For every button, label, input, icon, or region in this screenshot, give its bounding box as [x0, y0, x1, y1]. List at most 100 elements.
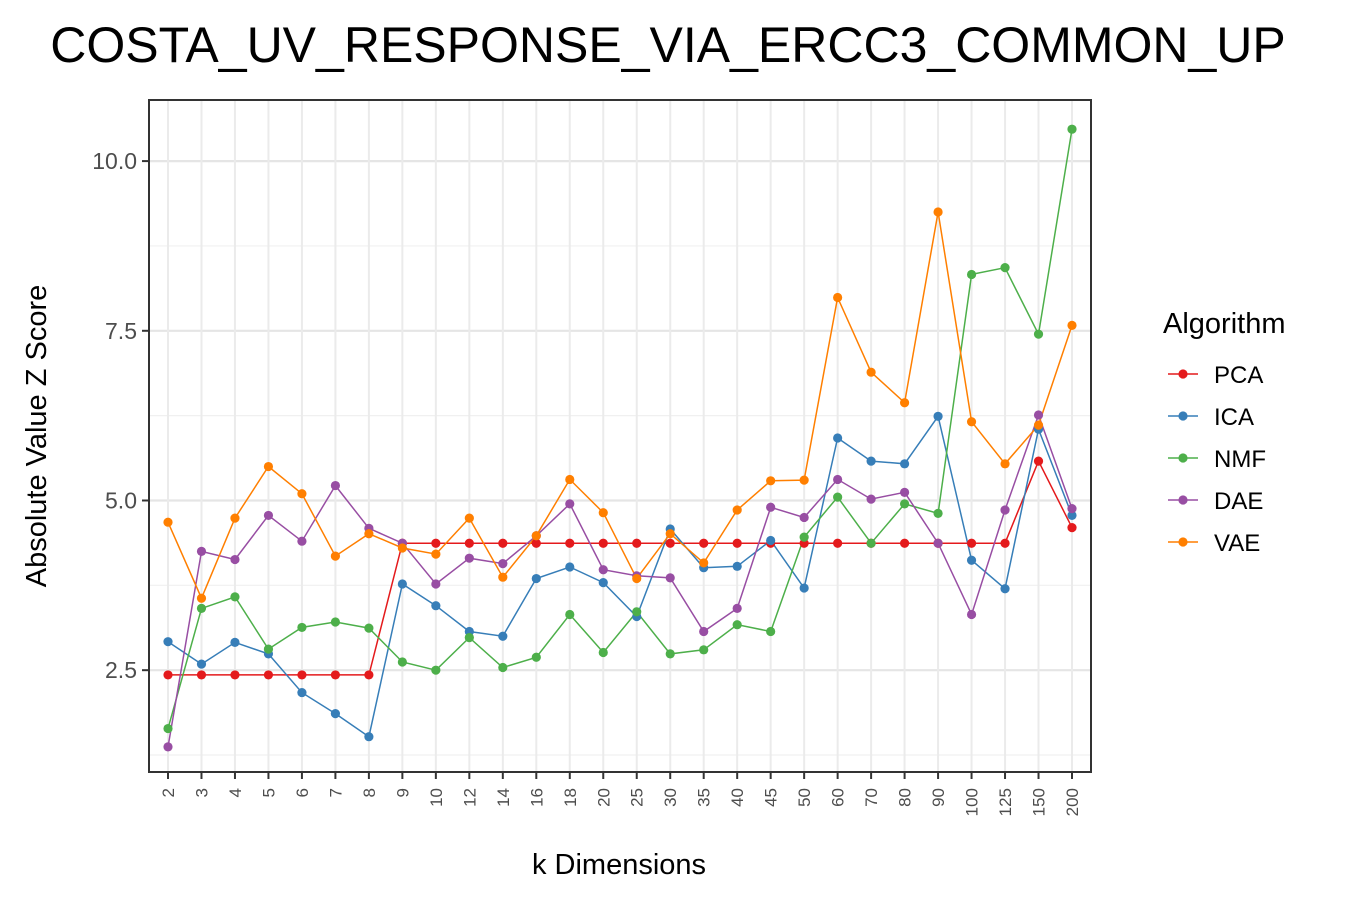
- legend-label: DAE: [1214, 488, 1263, 515]
- data-point-dae: [665, 573, 675, 583]
- data-point-vae: [531, 531, 541, 541]
- x-tick-label: 2: [159, 788, 178, 797]
- data-point-pca: [899, 538, 910, 548]
- data-point-nmf: [431, 665, 441, 675]
- plot-frame: [148, 99, 1092, 773]
- data-point-pca: [632, 538, 642, 548]
- data-point-vae: [1033, 420, 1044, 430]
- y-axis: 2.5 5.0 7.5 10.0: [92, 148, 149, 683]
- data-point-vae: [364, 529, 374, 539]
- data-point-nmf: [899, 499, 910, 509]
- data-point-ica: [1000, 584, 1010, 594]
- data-point-nmf: [732, 620, 742, 630]
- data-point-ica: [866, 456, 876, 466]
- legend-key-point: [1178, 495, 1188, 505]
- data-point-nmf: [163, 723, 173, 734]
- data-point-nmf: [699, 645, 709, 655]
- legend-key-point: [1178, 537, 1188, 547]
- data-point-vae: [163, 517, 173, 527]
- data-point-ica: [598, 578, 608, 588]
- x-tick-label: 80: [896, 788, 915, 807]
- data-point-nmf: [565, 609, 575, 620]
- data-point-nmf: [464, 633, 474, 643]
- y-tick-label: 2.5: [105, 657, 137, 683]
- x-axis: 2 3 4 5 6 7 8 9 10 12 14 16 18 20 25 30 35 40 45 50 60 70 80 90…: [159, 772, 1082, 816]
- series-lines: [167, 129, 1073, 748]
- data-point-ica: [933, 411, 943, 421]
- legend-label: PCA: [1214, 362, 1263, 389]
- data-point-pca: [196, 670, 207, 680]
- data-point-pca: [297, 670, 307, 680]
- data-point-ica: [966, 555, 977, 565]
- data-point-vae: [1067, 320, 1077, 330]
- legend-key-point: [1178, 411, 1188, 421]
- data-point-nmf: [1033, 329, 1044, 339]
- data-point-pca: [531, 538, 541, 548]
- data-point-vae: [1000, 459, 1010, 469]
- legend-items: PCA ICA NMF DAE VAE: [1168, 362, 1266, 557]
- data-point-dae: [833, 474, 843, 485]
- data-point-ica: [531, 573, 541, 584]
- data-point-dae: [799, 512, 809, 523]
- data-point-nmf: [933, 508, 943, 518]
- data-point-ica: [799, 583, 809, 593]
- y-tick-label: 5.0: [105, 487, 137, 513]
- data-point-nmf: [297, 622, 307, 633]
- data-point-nmf: [397, 657, 407, 667]
- data-point-dae: [966, 609, 977, 620]
- legend-key-point: [1178, 453, 1188, 463]
- data-point-vae: [732, 505, 742, 515]
- data-point-ica: [297, 687, 307, 698]
- legend-item-pca: PCA: [1168, 362, 1263, 389]
- data-point-pca: [431, 538, 441, 548]
- data-point-pca: [598, 538, 608, 548]
- data-point-nmf: [598, 647, 608, 658]
- data-point-nmf: [196, 603, 207, 614]
- x-tick-label: 35: [695, 788, 714, 807]
- data-point-ica: [330, 709, 341, 719]
- legend-label: NMF: [1214, 446, 1266, 473]
- chart-title: COSTA_UV_RESPONSE_VIA_ERCC3_COMMON_UP: [50, 17, 1286, 73]
- data-point-vae: [833, 292, 843, 303]
- data-point-pca: [263, 670, 274, 680]
- x-tick-label: 150: [1030, 788, 1049, 816]
- data-point-pca: [330, 670, 341, 680]
- data-point-nmf: [498, 662, 508, 673]
- data-point-ica: [1067, 510, 1077, 521]
- data-point-nmf: [966, 269, 977, 280]
- data-point-vae: [699, 558, 709, 568]
- x-axis-title: k Dimensions: [532, 849, 706, 881]
- data-point-vae: [632, 573, 642, 584]
- data-point-pca: [230, 670, 240, 680]
- data-point-nmf: [1067, 124, 1077, 134]
- data-point-pca: [498, 538, 508, 548]
- data-point-vae: [196, 593, 207, 603]
- x-tick-label: 200: [1063, 788, 1082, 816]
- data-point-dae: [196, 546, 207, 556]
- data-point-pca: [163, 670, 173, 680]
- data-point-dae: [464, 553, 474, 563]
- data-point-pca: [1067, 523, 1077, 533]
- x-tick-label: 4: [226, 788, 245, 797]
- data-point-nmf: [230, 592, 240, 602]
- data-point-dae: [330, 480, 341, 491]
- data-point-dae: [732, 603, 742, 614]
- legend-label: ICA: [1214, 404, 1254, 431]
- x-tick-label: 20: [594, 788, 613, 807]
- data-point-dae: [699, 626, 709, 637]
- y-axis-title: Absolute Value Z Score: [21, 285, 53, 588]
- data-point-dae: [933, 538, 943, 548]
- data-point-nmf: [665, 649, 675, 659]
- data-point-nmf: [364, 623, 374, 633]
- data-point-vae: [464, 513, 474, 523]
- data-point-vae: [330, 551, 341, 561]
- x-tick-label: 90: [929, 788, 948, 807]
- x-tick-label: 7: [326, 788, 345, 797]
- data-point-dae: [297, 536, 307, 546]
- data-point-pca: [1033, 456, 1044, 466]
- legend-key-point: [1178, 369, 1188, 379]
- data-point-vae: [665, 529, 675, 539]
- data-point-nmf: [531, 652, 541, 662]
- data-point-vae: [263, 461, 274, 472]
- series-points: [163, 124, 1077, 752]
